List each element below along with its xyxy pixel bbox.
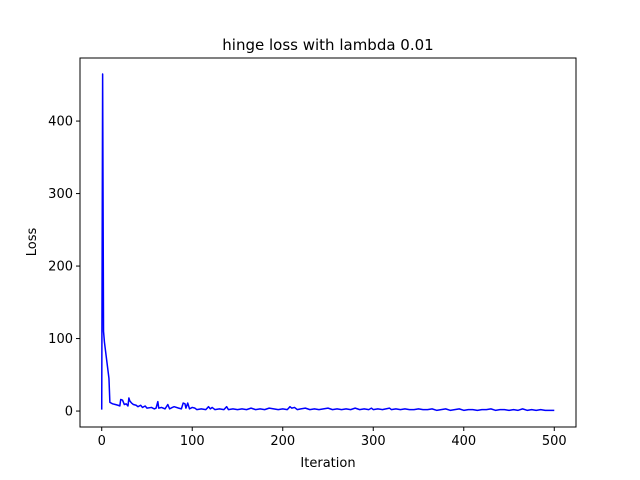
y-tick-label: 300 xyxy=(48,187,73,202)
y-tick-label: 0 xyxy=(65,405,73,420)
x-tick-label: 300 xyxy=(361,434,386,449)
y-tick-label: 200 xyxy=(48,260,73,275)
plot-frame xyxy=(79,57,577,428)
x-tick-label: 500 xyxy=(542,434,567,449)
series-line-0 xyxy=(100,73,555,412)
y-tick-label: 400 xyxy=(48,115,73,130)
x-tick-label: 400 xyxy=(451,434,476,449)
x-tick-label: 0 xyxy=(98,434,106,449)
x-tick-label: 200 xyxy=(270,434,295,449)
x-axis: 0 100 200 300 400 500 xyxy=(98,427,567,449)
x-axis-label: Iteration xyxy=(300,456,355,471)
x-tick-label: 100 xyxy=(180,434,205,449)
chart-title: hinge loss with lambda 0.01 xyxy=(222,36,433,54)
y-axis-label: Loss xyxy=(25,228,40,257)
y-tick-label: 100 xyxy=(48,332,73,347)
y-axis: 0 100 200 300 400 xyxy=(48,115,80,420)
